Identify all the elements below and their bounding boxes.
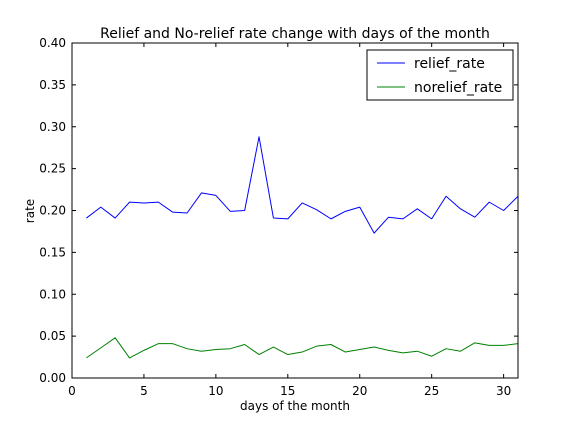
x-tick-label: 5 (140, 384, 148, 398)
x-tick-label: 25 (424, 384, 439, 398)
ticks-layer: 0 5 10 15 20 25 30 0.00 0.05 0.10 0.15 0.20 0.25 0.30… (39, 36, 518, 398)
x-tick-label: 20 (352, 384, 367, 398)
x-axis-label: days of the month (240, 399, 350, 413)
x-tick-label: 15 (280, 384, 295, 398)
y-tick-label: 0.25 (39, 162, 66, 176)
y-tick-label: 0.10 (39, 287, 66, 301)
y-tick-label: 0.15 (39, 245, 66, 259)
series-line-relief-rate (86, 136, 519, 234)
y-axis-label: rate (23, 199, 37, 223)
series-line-norelief-rate (86, 337, 519, 359)
y-tick-label: 0.20 (39, 204, 66, 218)
legend-box (366, 49, 514, 101)
x-tick-label: 0 (68, 384, 76, 398)
legend-label-relief-rate: relief_rate (414, 56, 485, 72)
y-tick-label: 0.05 (39, 329, 66, 343)
x-tick-label: 30 (496, 384, 511, 398)
y-tick-label: 0.40 (39, 36, 66, 50)
x-tick-label: 10 (208, 384, 223, 398)
chart-title: Relief and No-relief rate change with da… (100, 26, 490, 42)
y-tick-label: 0.00 (39, 371, 66, 385)
series-layer (86, 136, 519, 359)
y-tick-label: 0.30 (39, 120, 66, 134)
legend: relief_rate norelief_rate (366, 49, 514, 101)
plot-frame (71, 42, 519, 379)
legend-label-norelief-rate: norelief_rate (414, 80, 502, 96)
y-tick-label: 0.35 (39, 78, 66, 92)
